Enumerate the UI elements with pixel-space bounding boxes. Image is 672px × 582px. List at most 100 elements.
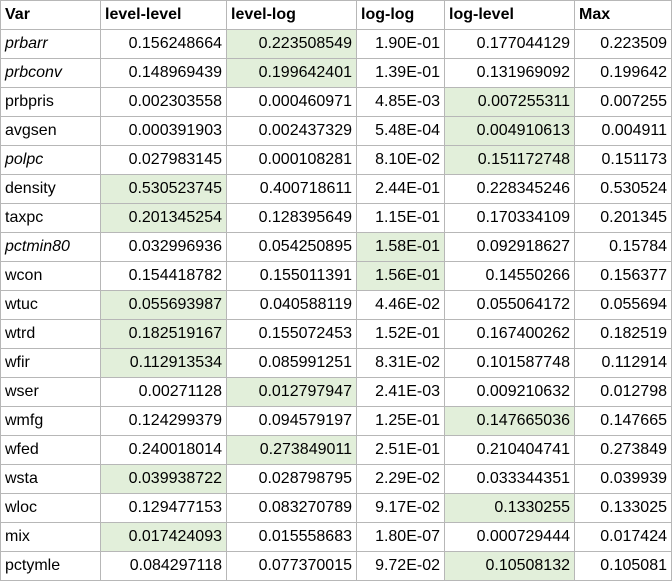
header-level-log: level-log	[226, 0, 357, 30]
table-row: wcon 0.154418782 0.155011391 1.56E-01 0.1455…	[0, 261, 672, 291]
table-row: wtrd 0.182519167 0.155072453 1.52E-01 0.1674…	[0, 319, 672, 349]
header-max: Max	[574, 0, 672, 30]
value-cell: 0.170334109	[444, 203, 575, 233]
value-cell: 0.085991251	[226, 348, 357, 378]
value-cell: 0.012797947	[226, 377, 357, 407]
max-cell: 0.15784	[574, 232, 672, 262]
value-cell: 0.101587748	[444, 348, 575, 378]
max-cell: 0.112914	[574, 348, 672, 378]
value-cell: 0.040588119	[226, 290, 357, 320]
value-cell: 0.210404741	[444, 435, 575, 465]
table-row: wloc 0.129477153 0.083270789 9.17E-02 0.1330…	[0, 493, 672, 523]
var-name-cell: pctymle	[0, 551, 101, 581]
value-cell: 0.017424093	[100, 522, 227, 552]
header-row: Var level-level level-log log-log log-le…	[0, 0, 672, 30]
value-cell: 8.31E-02	[356, 348, 445, 378]
value-cell: 1.58E-01	[356, 232, 445, 262]
table-row: prbpris 0.002303558 0.000460971 4.85E-03 0.0…	[0, 87, 672, 117]
table-row: prbarr 0.156248664 0.223508549 1.90E-01 0.17…	[0, 29, 672, 59]
var-name-cell: wloc	[0, 493, 101, 523]
value-cell: 0.273849011	[226, 435, 357, 465]
var-name-cell: taxpc	[0, 203, 101, 233]
table-row: wser 0.00271128 0.012797947 2.41E-03 0.00921…	[0, 377, 672, 407]
value-cell: 0.14550266	[444, 261, 575, 291]
max-cell: 0.133025	[574, 493, 672, 523]
value-cell: 4.46E-02	[356, 290, 445, 320]
max-cell: 0.147665	[574, 406, 672, 436]
header-var: Var	[0, 0, 101, 30]
value-cell: 0.055064172	[444, 290, 575, 320]
value-cell: 0.240018014	[100, 435, 227, 465]
value-cell: 0.000729444	[444, 522, 575, 552]
value-cell: 0.182519167	[100, 319, 227, 349]
table-row: density 0.530523745 0.400718611 2.44E-01 0.2…	[0, 174, 672, 204]
value-cell: 0.400718611	[226, 174, 357, 204]
max-cell: 0.007255	[574, 87, 672, 117]
table-row: wsta 0.039938722 0.028798795 2.29E-02 0.0333…	[0, 464, 672, 494]
value-cell: 0.000108281	[226, 145, 357, 175]
max-cell: 0.199642	[574, 58, 672, 88]
value-cell: 0.199642401	[226, 58, 357, 88]
value-cell: 0.015558683	[226, 522, 357, 552]
max-cell: 0.039939	[574, 464, 672, 494]
value-cell: 0.147665036	[444, 406, 575, 436]
header-level-level: level-level	[100, 0, 227, 30]
value-cell: 0.148969439	[100, 58, 227, 88]
value-cell: 1.56E-01	[356, 261, 445, 291]
value-cell: 0.167400262	[444, 319, 575, 349]
value-cell: 0.032996936	[100, 232, 227, 262]
table-body: prbarr 0.156248664 0.223508549 1.90E-01 0.17…	[0, 29, 672, 581]
table-row: wfir 0.112913534 0.085991251 8.31E-02 0.1015…	[0, 348, 672, 378]
value-cell: 9.17E-02	[356, 493, 445, 523]
value-cell: 0.092918627	[444, 232, 575, 262]
var-name-cell: prbpris	[0, 87, 101, 117]
table-row: mix 0.017424093 0.015558683 1.80E-07 0.00072…	[0, 522, 672, 552]
max-cell: 0.273849	[574, 435, 672, 465]
value-cell: 0.155072453	[226, 319, 357, 349]
value-cell: 0.083270789	[226, 493, 357, 523]
value-cell: 2.41E-03	[356, 377, 445, 407]
table-row: prbconv 0.148969439 0.199642401 1.39E-01 0.1…	[0, 58, 672, 88]
max-cell: 0.017424	[574, 522, 672, 552]
max-cell: 0.055694	[574, 290, 672, 320]
value-cell: 0.155011391	[226, 261, 357, 291]
value-cell: 5.48E-04	[356, 116, 445, 146]
value-cell: 0.223508549	[226, 29, 357, 59]
value-cell: 0.028798795	[226, 464, 357, 494]
value-cell: 2.29E-02	[356, 464, 445, 494]
value-cell: 0.00271128	[100, 377, 227, 407]
value-cell: 0.151172748	[444, 145, 575, 175]
value-cell: 0.154418782	[100, 261, 227, 291]
max-cell: 0.182519	[574, 319, 672, 349]
value-cell: 0.128395649	[226, 203, 357, 233]
value-cell: 0.027983145	[100, 145, 227, 175]
value-cell: 1.25E-01	[356, 406, 445, 436]
value-cell: 0.084297118	[100, 551, 227, 581]
value-cell: 4.85E-03	[356, 87, 445, 117]
value-cell: 1.90E-01	[356, 29, 445, 59]
var-name-cell: wtrd	[0, 319, 101, 349]
table-row: wtuc 0.055693987 0.040588119 4.46E-02 0.0550…	[0, 290, 672, 320]
table-row: pctymle 0.084297118 0.077370015 9.72E-02 0.1…	[0, 551, 672, 581]
max-cell: 0.223509	[574, 29, 672, 59]
value-cell: 0.009210632	[444, 377, 575, 407]
var-name-cell: wmfg	[0, 406, 101, 436]
max-cell: 0.105081	[574, 551, 672, 581]
table-row: taxpc 0.201345254 0.128395649 1.15E-01 0.170…	[0, 203, 672, 233]
var-name-cell: prbarr	[0, 29, 101, 59]
value-cell: 0.10508132	[444, 551, 575, 581]
value-cell: 0.054250895	[226, 232, 357, 262]
table-row: wfed 0.240018014 0.273849011 2.51E-01 0.2104…	[0, 435, 672, 465]
value-cell: 0.124299379	[100, 406, 227, 436]
value-cell: 1.15E-01	[356, 203, 445, 233]
max-cell: 0.201345	[574, 203, 672, 233]
value-cell: 0.007255311	[444, 87, 575, 117]
max-cell: 0.151173	[574, 145, 672, 175]
value-cell: 9.72E-02	[356, 551, 445, 581]
var-name-cell: mix	[0, 522, 101, 552]
value-cell: 0.077370015	[226, 551, 357, 581]
var-name-cell: wfir	[0, 348, 101, 378]
value-cell: 0.129477153	[100, 493, 227, 523]
value-cell: 0.002437329	[226, 116, 357, 146]
